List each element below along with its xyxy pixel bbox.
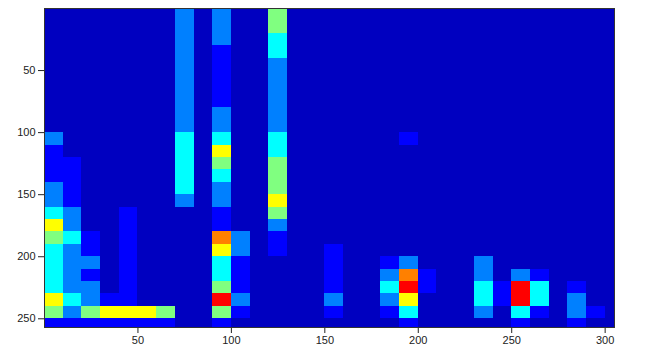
svg-text:50: 50 xyxy=(132,334,144,346)
svg-text:100: 100 xyxy=(222,334,240,346)
svg-text:100: 100 xyxy=(17,126,35,138)
svg-text:200: 200 xyxy=(17,250,35,262)
svg-text:200: 200 xyxy=(409,334,427,346)
svg-text:50: 50 xyxy=(23,64,35,76)
svg-text:250: 250 xyxy=(503,334,521,346)
svg-text:250: 250 xyxy=(17,312,35,324)
svg-text:300: 300 xyxy=(596,334,614,346)
svg-text:150: 150 xyxy=(17,188,35,200)
svg-text:150: 150 xyxy=(316,334,334,346)
